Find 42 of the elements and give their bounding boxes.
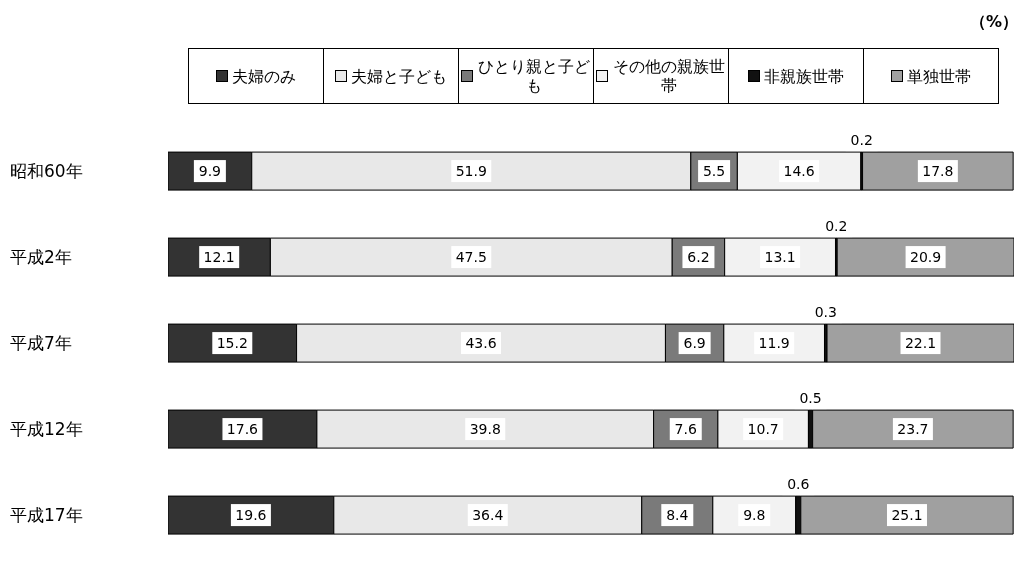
data-label: 0.2	[825, 218, 848, 235]
data-label: 39.8	[469, 421, 501, 438]
y-tick-label: 昭和60年	[10, 161, 83, 182]
data-label: 11.9	[758, 335, 790, 352]
legend-label: その他の親族世帯	[612, 57, 726, 95]
data-label: 17.6	[226, 421, 259, 438]
data-label: 15.2	[216, 335, 248, 352]
data-label: 36.4	[472, 507, 504, 524]
legend-label: 非親族世帯	[764, 66, 844, 86]
data-label: 9.8	[743, 507, 766, 524]
data-label: 6.9	[683, 335, 706, 352]
data-label: 47.5	[455, 249, 487, 266]
data-label: 5.5	[702, 163, 726, 180]
data-label: 22.1	[904, 335, 937, 352]
y-tick-label: 平成2年	[10, 247, 72, 268]
data-label: 23.7	[897, 421, 929, 438]
data-label: 51.9	[455, 163, 487, 180]
data-label: 8.4	[666, 507, 689, 524]
data-label: 17.8	[922, 163, 954, 180]
legend-label: 夫婦と子ども	[351, 66, 447, 86]
data-label: 0.2	[850, 132, 873, 149]
data-label: 43.6	[465, 335, 497, 352]
data-label: 9.9	[198, 163, 222, 180]
data-label: 10.7	[747, 421, 779, 438]
data-label: 20.9	[910, 249, 942, 266]
data-label: 13.1	[764, 249, 796, 266]
y-tick-label: 平成12年	[10, 419, 83, 440]
data-label: 14.6	[783, 163, 815, 180]
text: （%）	[969, 12, 1018, 33]
y-tick-label: 平成17年	[10, 505, 83, 526]
y-tick-label: 平成7年	[10, 333, 72, 354]
data-label: 12.1	[203, 249, 235, 266]
data-label: 25.1	[891, 507, 923, 524]
legend-label: ひとり親と子ども	[477, 57, 591, 95]
data-label: 6.2	[687, 249, 710, 266]
data-label: 0.3	[814, 304, 837, 321]
data-label: 0.6	[787, 476, 810, 493]
data-label: 0.5	[799, 390, 822, 407]
data-label: 7.6	[674, 421, 697, 438]
legend-label: 単独世帯	[907, 66, 971, 86]
legend-label: 夫婦のみ	[232, 66, 296, 86]
data-label: 19.6	[235, 507, 267, 524]
